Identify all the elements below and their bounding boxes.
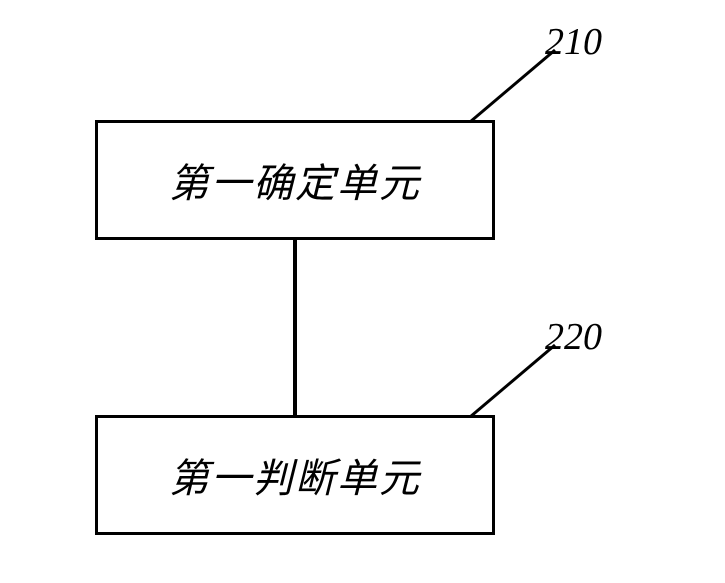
diagram-box-2: 第一判断单元 — [95, 415, 495, 535]
ref-label-210: 210 — [545, 20, 602, 64]
diagram-box-1: 第一确定单元 — [95, 120, 495, 240]
box2-text: 第一判断单元 — [169, 446, 421, 504]
ref-label-220: 220 — [545, 315, 602, 359]
connector-line — [293, 240, 297, 415]
box1-text: 第一确定单元 — [169, 151, 421, 209]
